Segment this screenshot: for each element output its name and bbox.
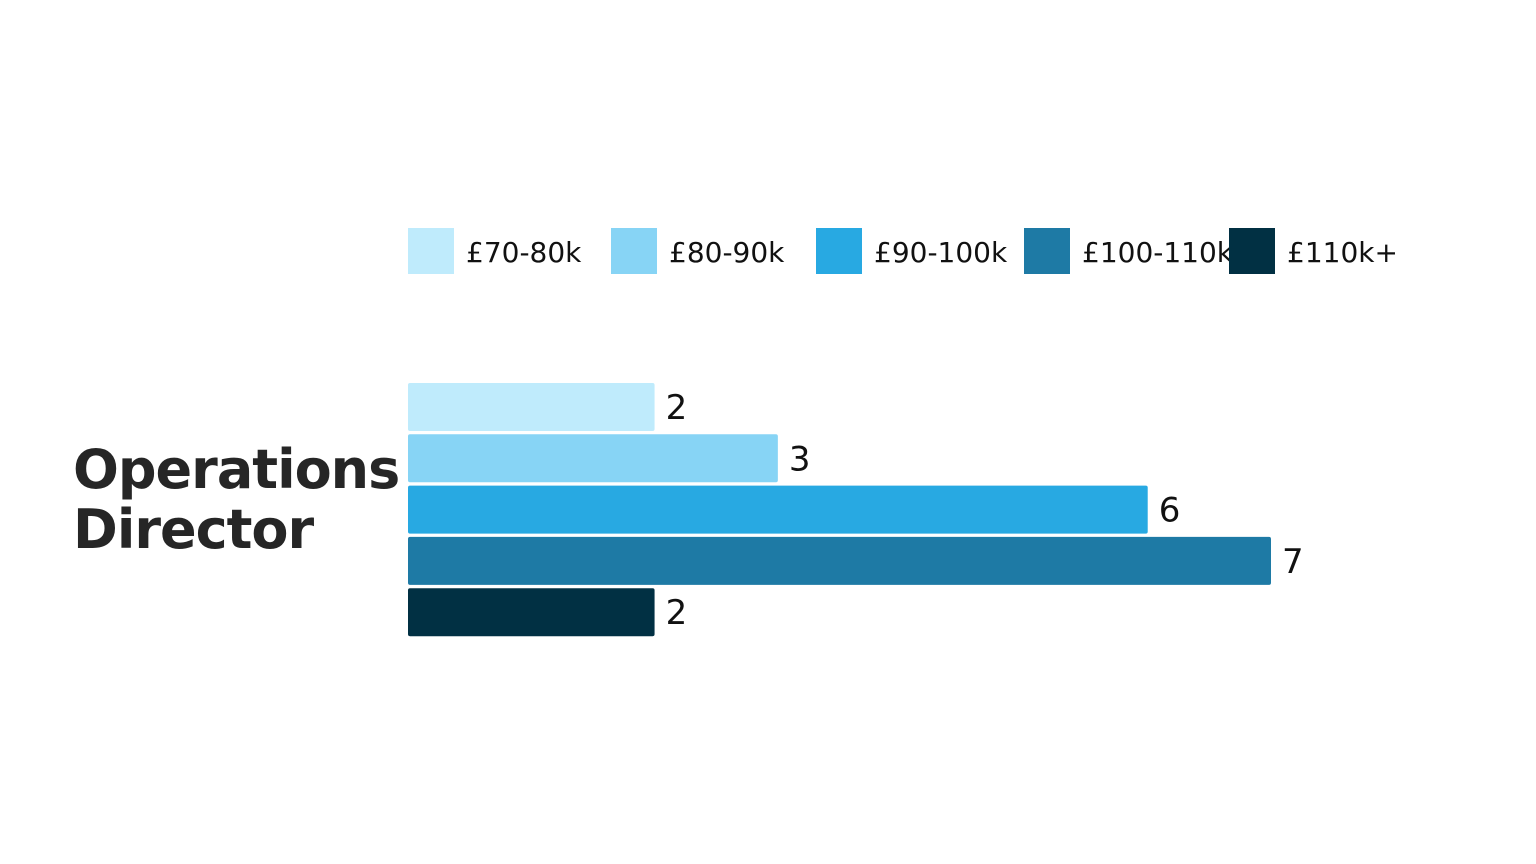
legend-label: £80-90k bbox=[669, 236, 785, 269]
bar-value-label: 3 bbox=[789, 439, 811, 479]
bar bbox=[408, 588, 655, 637]
legend-swatch bbox=[408, 228, 454, 274]
bar bbox=[408, 536, 1271, 585]
legend-label: £90-100k bbox=[874, 236, 1008, 269]
bar bbox=[408, 434, 778, 483]
bar-value-label: 7 bbox=[1282, 542, 1304, 582]
bar bbox=[408, 485, 1148, 534]
chart-title-line-1: Operations bbox=[73, 438, 400, 501]
legend-label: £70-80k bbox=[466, 236, 582, 269]
legend-label: £110k+ bbox=[1287, 236, 1398, 269]
legend-label: £100-110k bbox=[1082, 236, 1234, 269]
legend-swatch bbox=[611, 228, 657, 274]
chart-title-line-2: Director bbox=[73, 498, 314, 561]
legend-swatch bbox=[1229, 228, 1275, 274]
chart-legend: £70-80k £80-90k £90-100k £100-110k £110k+ bbox=[408, 228, 1398, 274]
bar-value-label: 6 bbox=[1159, 491, 1181, 531]
chart-bars bbox=[408, 383, 1271, 637]
legend-swatch bbox=[816, 228, 862, 274]
chart-title: Operations Director bbox=[73, 440, 403, 560]
bar bbox=[408, 383, 655, 431]
bar-value-label: 2 bbox=[666, 593, 688, 633]
bar-value-label: 2 bbox=[666, 388, 688, 428]
legend-swatch bbox=[1024, 228, 1070, 274]
chart-data-labels: 2 3 6 7 2 bbox=[666, 388, 1304, 633]
